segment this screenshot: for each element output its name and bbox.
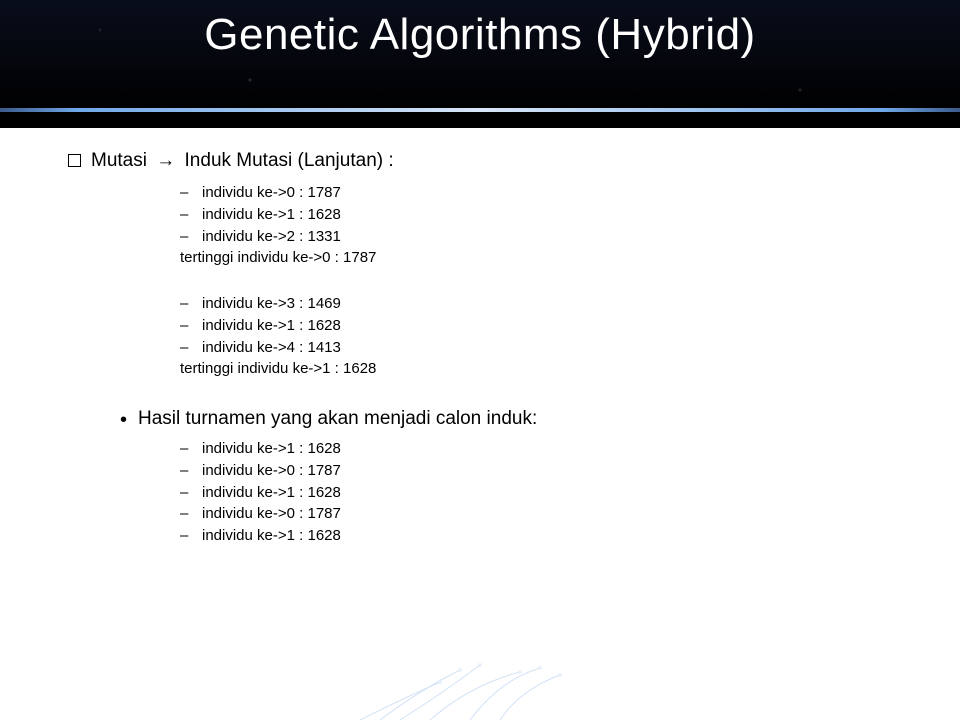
list-item-text: individu ke->1 : 1628 [202, 525, 341, 547]
list-item-text: individu ke->3 : 1469 [202, 293, 341, 315]
list-item-text: individu ke->1 : 1628 [202, 204, 341, 226]
dash-icon: – [180, 438, 202, 460]
list-item: –individu ke->1 : 1628 [180, 315, 920, 337]
group2-list: –individu ke->3 : 1469 –individu ke->1 :… [180, 293, 920, 380]
list-item-text: individu ke->1 : 1628 [202, 315, 341, 337]
slide: Genetic Algorithms (Hybrid) Mutasi → Ind… [0, 0, 960, 720]
list-item-text: individu ke->4 : 1413 [202, 337, 341, 359]
header-divider [0, 108, 960, 112]
results-list: –individu ke->1 : 1628 –individu ke->0 :… [180, 438, 920, 547]
list-item: –individu ke->4 : 1413 [180, 337, 920, 359]
dash-icon: – [180, 337, 202, 359]
dash-icon: – [180, 315, 202, 337]
heading-post: Induk Mutasi (Lanjutan) : [185, 150, 394, 171]
dash-icon: – [180, 226, 202, 248]
heading-mutasi: Mutasi → Induk Mutasi (Lanjutan) : [68, 150, 920, 172]
dash-icon: – [180, 482, 202, 504]
list-item: –individu ke->1 : 1628 [180, 204, 920, 226]
summary-text: tertinggi individu ke->0 : 1787 [180, 247, 376, 269]
list-item: –individu ke->1 : 1628 [180, 438, 920, 460]
dash-icon: – [180, 204, 202, 226]
content-area: Mutasi → Induk Mutasi (Lanjutan) : –indi… [0, 128, 960, 720]
subheading-turnamen: • Hasil turnamen yang akan menjadi calon… [120, 408, 920, 430]
heading-pre: Mutasi [91, 150, 147, 171]
subheading-text: Hasil turnamen yang akan menjadi calon i… [138, 408, 537, 430]
list-item-text: individu ke->0 : 1787 [202, 182, 341, 204]
list-item-text: individu ke->0 : 1787 [202, 503, 341, 525]
square-bullet-icon [68, 154, 81, 167]
slide-title: Genetic Algorithms (Hybrid) [0, 10, 960, 60]
list-item: –individu ke->0 : 1787 [180, 182, 920, 204]
dash-icon: – [180, 293, 202, 315]
list-item: –individu ke->3 : 1469 [180, 293, 920, 315]
summary-text: tertinggi individu ke->1 : 1628 [180, 358, 376, 380]
list-item: –individu ke->0 : 1787 [180, 460, 920, 482]
group1-list: –individu ke->0 : 1787 –individu ke->1 :… [180, 182, 920, 269]
list-item-text: individu ke->1 : 1628 [202, 438, 341, 460]
list-item: –individu ke->0 : 1787 [180, 503, 920, 525]
list-item-text: individu ke->1 : 1628 [202, 482, 341, 504]
list-item: –individu ke->2 : 1331 [180, 226, 920, 248]
dash-icon: – [180, 503, 202, 525]
list-item-text: individu ke->2 : 1331 [202, 226, 341, 248]
list-item: –individu ke->1 : 1628 [180, 482, 920, 504]
arrow-icon: → [152, 150, 179, 171]
dash-icon: – [180, 182, 202, 204]
list-item-text: individu ke->0 : 1787 [202, 460, 341, 482]
group2-summary: tertinggi individu ke->1 : 1628 [180, 358, 920, 380]
heading-text: Mutasi → Induk Mutasi (Lanjutan) : [91, 150, 394, 172]
list-item: –individu ke->1 : 1628 [180, 525, 920, 547]
dash-icon: – [180, 525, 202, 547]
group1-summary: tertinggi individu ke->0 : 1787 [180, 247, 920, 269]
dash-icon: – [180, 460, 202, 482]
dot-bullet-icon: • [120, 410, 138, 430]
